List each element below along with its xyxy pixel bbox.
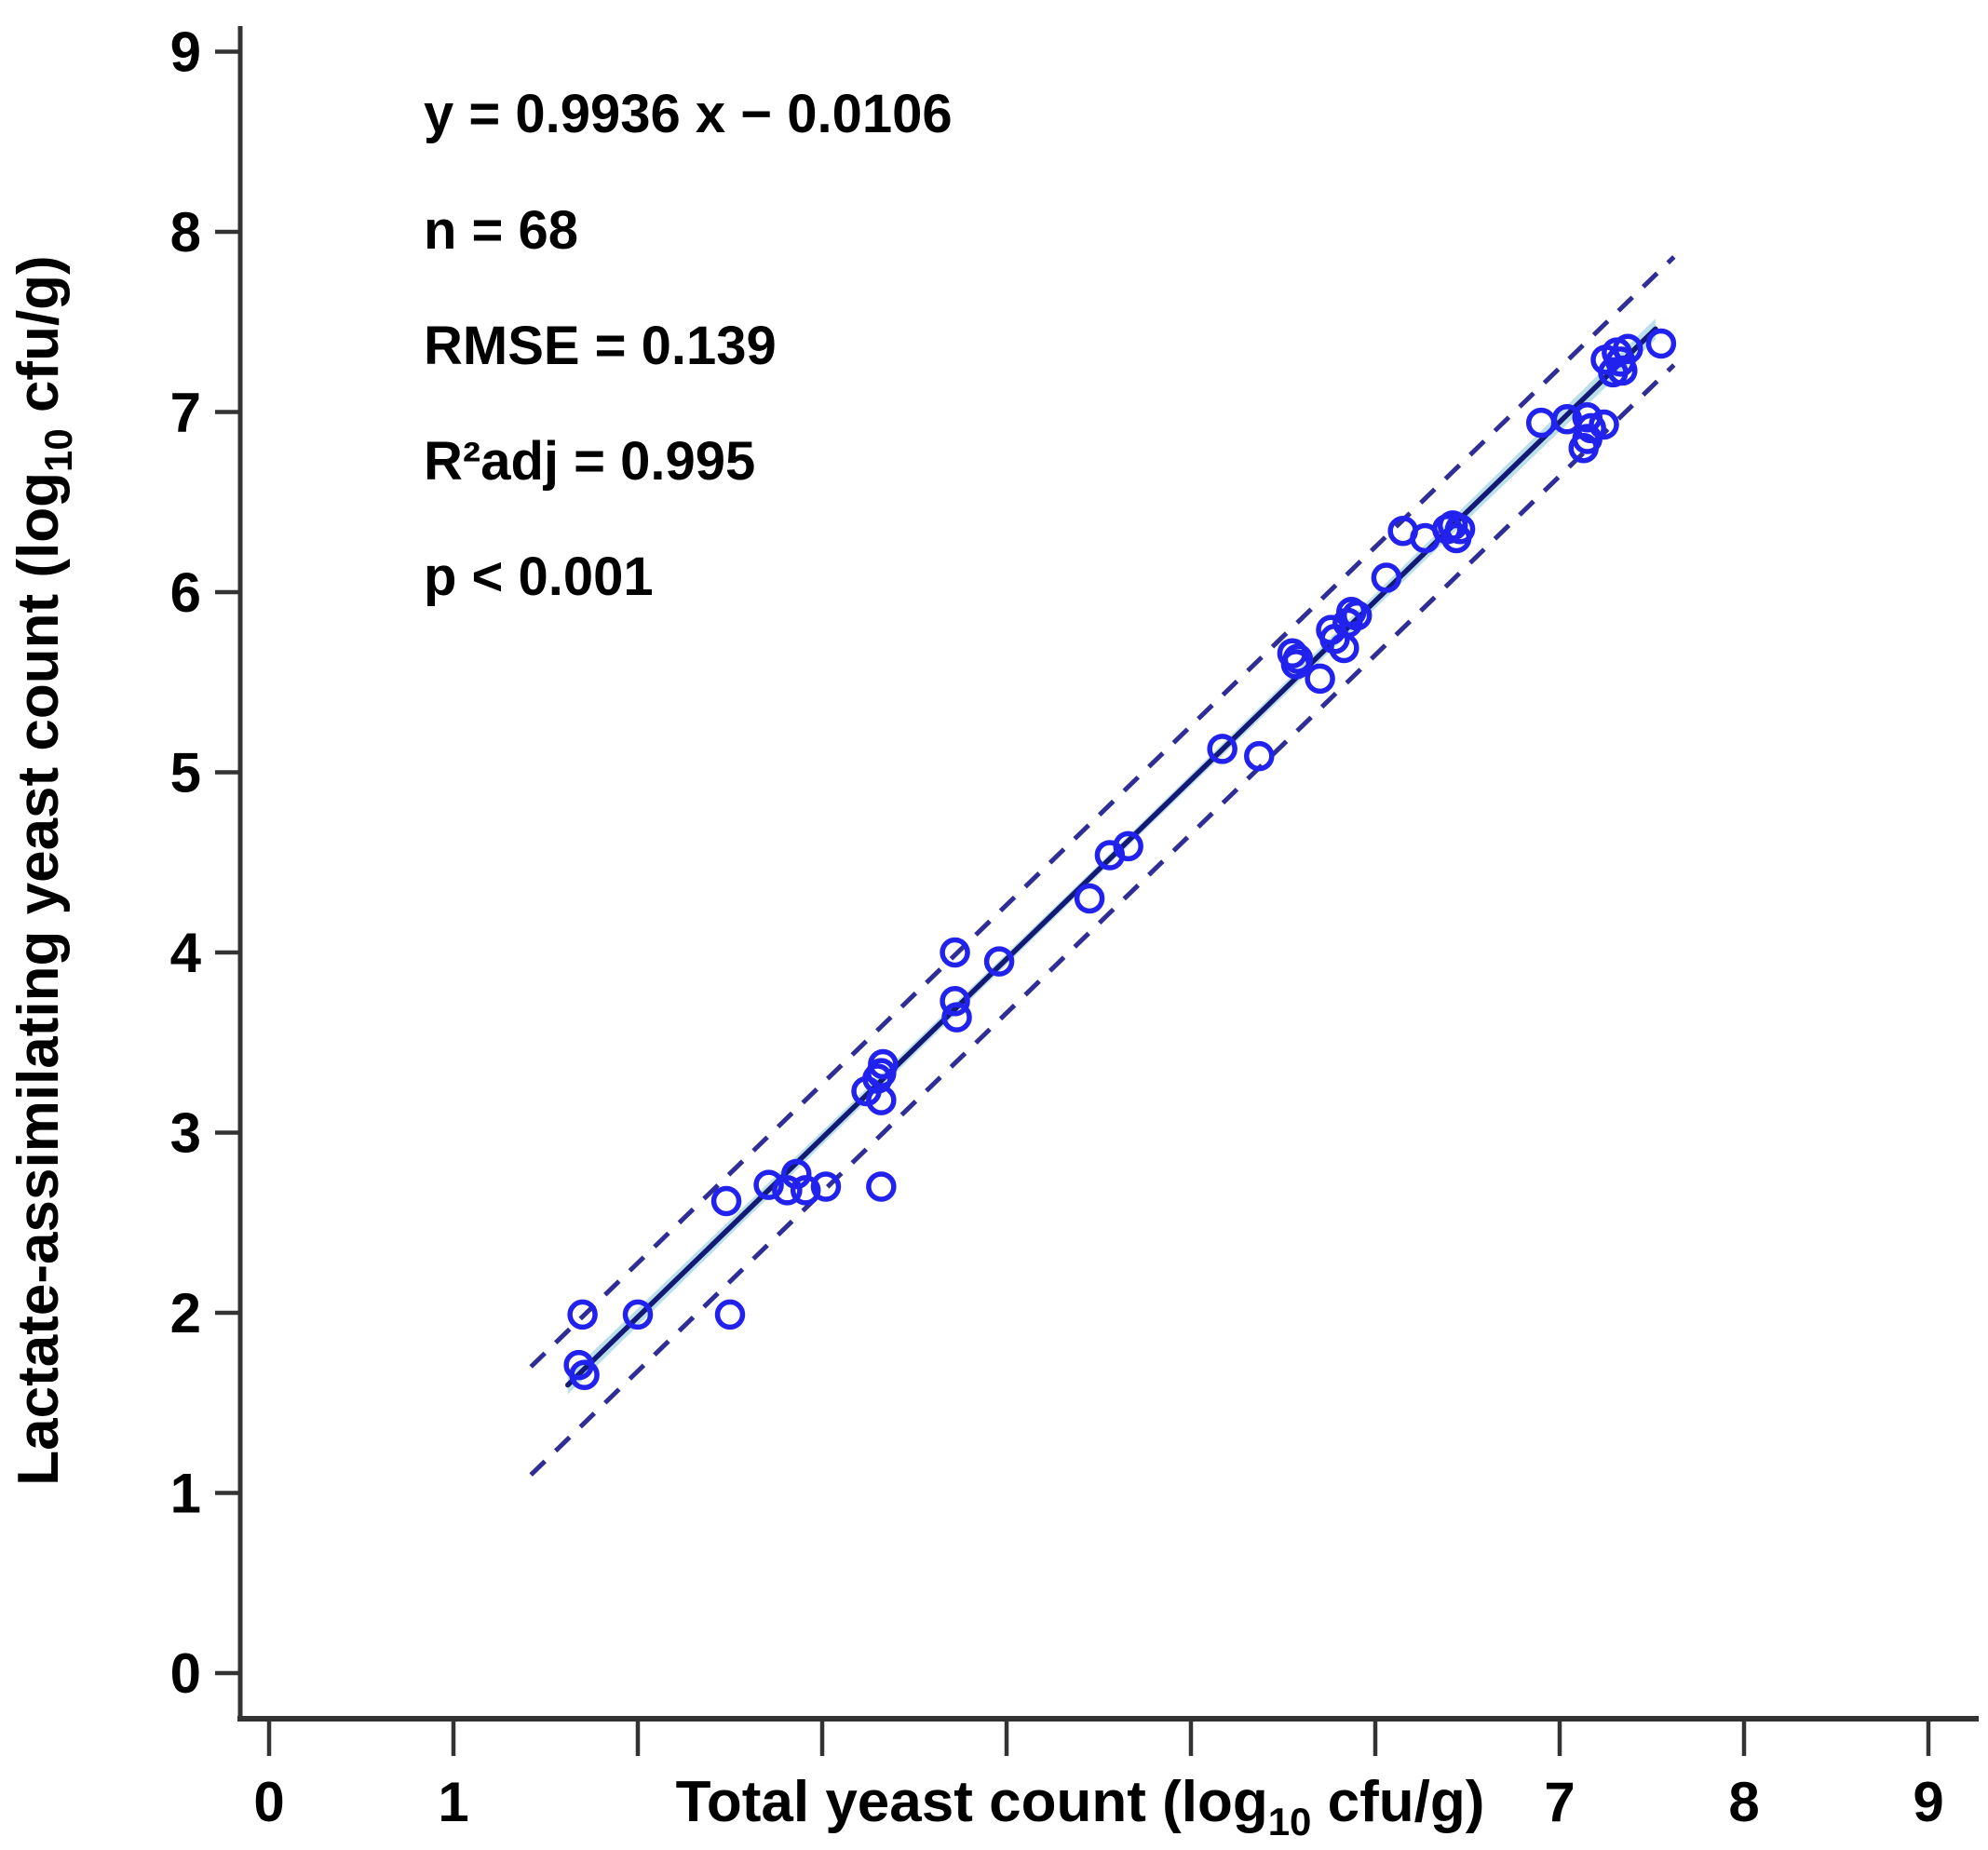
x-tick-label: 8 [1728,1771,1759,1833]
annotation-rmse: RMSE = 0.139 [424,316,777,376]
scatter-points [563,328,1677,1391]
data-point [772,1175,803,1206]
y-tick-label: 2 [170,1282,201,1344]
x-axis: 0 1 7 8 9 [237,1716,1979,1833]
data-point [940,937,970,968]
annotation-equation: y = 0.9936 x − 0.0106 [424,84,953,144]
data-point [1371,562,1402,593]
data-point [622,1299,654,1330]
regression-line [565,326,1658,1388]
y-tick-label: 3 [170,1102,201,1165]
regression-line-path [565,326,1658,1388]
data-point [1280,649,1312,680]
data-point [714,1299,746,1330]
y-tick-label: 6 [170,561,201,624]
y-tick-label: 9 [170,21,201,84]
y-tick-label: 5 [170,742,201,804]
x-tick-label: 0 [253,1771,284,1833]
data-point [569,1359,600,1391]
x-tick-label: 9 [1913,1771,1943,1833]
data-point [1244,740,1275,772]
y-tick-label: 4 [170,922,202,984]
data-point [866,1171,897,1202]
stats-annotation-block: y = 0.9936 x − 0.0106 n = 68 RMSE = 0.13… [424,84,953,607]
data-point [940,985,970,1017]
annotation-n: n = 68 [424,200,578,261]
data-point [1607,355,1638,386]
data-point [1341,600,1373,631]
x-axis-title: Total yeast count (log10 cfu/g) [676,1770,1485,1843]
data-point [710,1185,742,1217]
upper-prediction-dashed-line [529,255,1676,1369]
y-axis-title: Lactate-assimilating yeast count (log10 … [7,255,80,1485]
y-axis: 0 1 2 3 4 5 6 7 8 9 [170,21,243,1722]
data-point [1440,522,1472,554]
x-tick-label: 7 [1544,1771,1575,1833]
data-point [781,1158,812,1190]
data-point [983,946,1015,977]
data-point [1074,883,1105,914]
lower-prediction-dashed-line [529,363,1676,1477]
data-point [567,1299,598,1330]
data-point [941,1002,972,1033]
data-point [1305,663,1335,695]
y-tick-label: 1 [170,1463,201,1525]
annotation-r2adj: R²adj = 0.995 [424,431,755,492]
y-tick-label: 7 [170,382,201,444]
data-point [753,1169,784,1200]
data-point [1645,328,1677,359]
data-point [1568,432,1599,464]
data-point [1113,830,1143,862]
data-point [810,1171,842,1202]
y-tick-label: 8 [170,201,201,263]
prediction-interval-lines [529,255,1676,1477]
data-point [790,1175,821,1206]
annotation-pvalue: p < 0.001 [424,547,654,607]
x-tick-label: 1 [438,1771,468,1833]
data-point [868,1048,899,1080]
data-point [1207,734,1237,764]
y-tick-label: 0 [170,1642,201,1705]
